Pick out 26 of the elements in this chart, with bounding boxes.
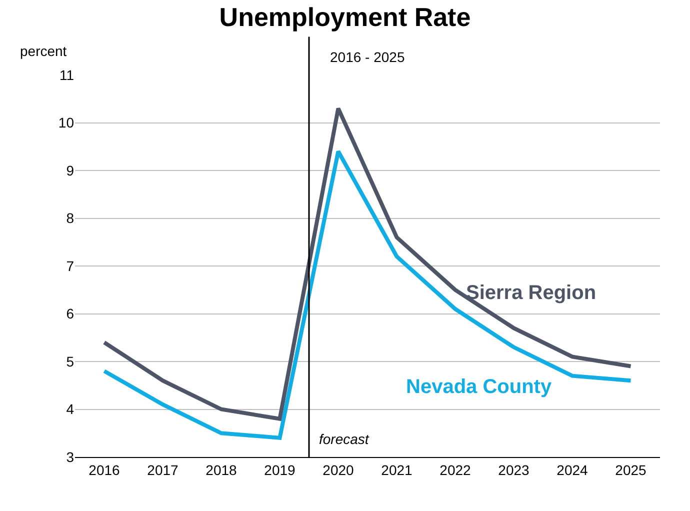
x-tick-label: 2023 <box>498 462 530 478</box>
y-tick-label: 11 <box>59 66 74 83</box>
series-label: Sierra Region <box>466 282 596 304</box>
y-tick-label: 9 <box>66 162 74 178</box>
y-tick-label: 4 <box>66 401 74 418</box>
y-tick-label: 6 <box>66 306 74 322</box>
x-tick-label: 2018 <box>206 462 238 478</box>
y-tick-label: 7 <box>66 258 74 274</box>
x-tick-label: 2021 <box>381 462 413 478</box>
x-tick-label: 2022 <box>440 462 472 478</box>
y-axis-title: percent <box>20 43 67 59</box>
x-tick-label: 2017 <box>147 462 179 478</box>
x-tick-label: 2024 <box>556 462 588 478</box>
line-series <box>102 106 633 421</box>
chart-subtitle: 2016 - 2025 <box>330 49 405 65</box>
x-tick-label: 2019 <box>264 462 296 478</box>
y-tick-label: 3 <box>66 448 74 465</box>
x-tick-label: 2020 <box>322 462 354 478</box>
x-tick-label: 2025 <box>615 462 647 478</box>
series-label: Nevada County <box>406 376 552 398</box>
y-tick-label: 10 <box>58 114 74 131</box>
ref-line-label: forecast <box>319 431 370 447</box>
y-tick-label: 8 <box>66 210 74 226</box>
x-tick-label: 2016 <box>88 462 120 478</box>
y-tick-label: 5 <box>66 353 74 370</box>
chart-title: Unemployment Rate <box>219 2 471 32</box>
